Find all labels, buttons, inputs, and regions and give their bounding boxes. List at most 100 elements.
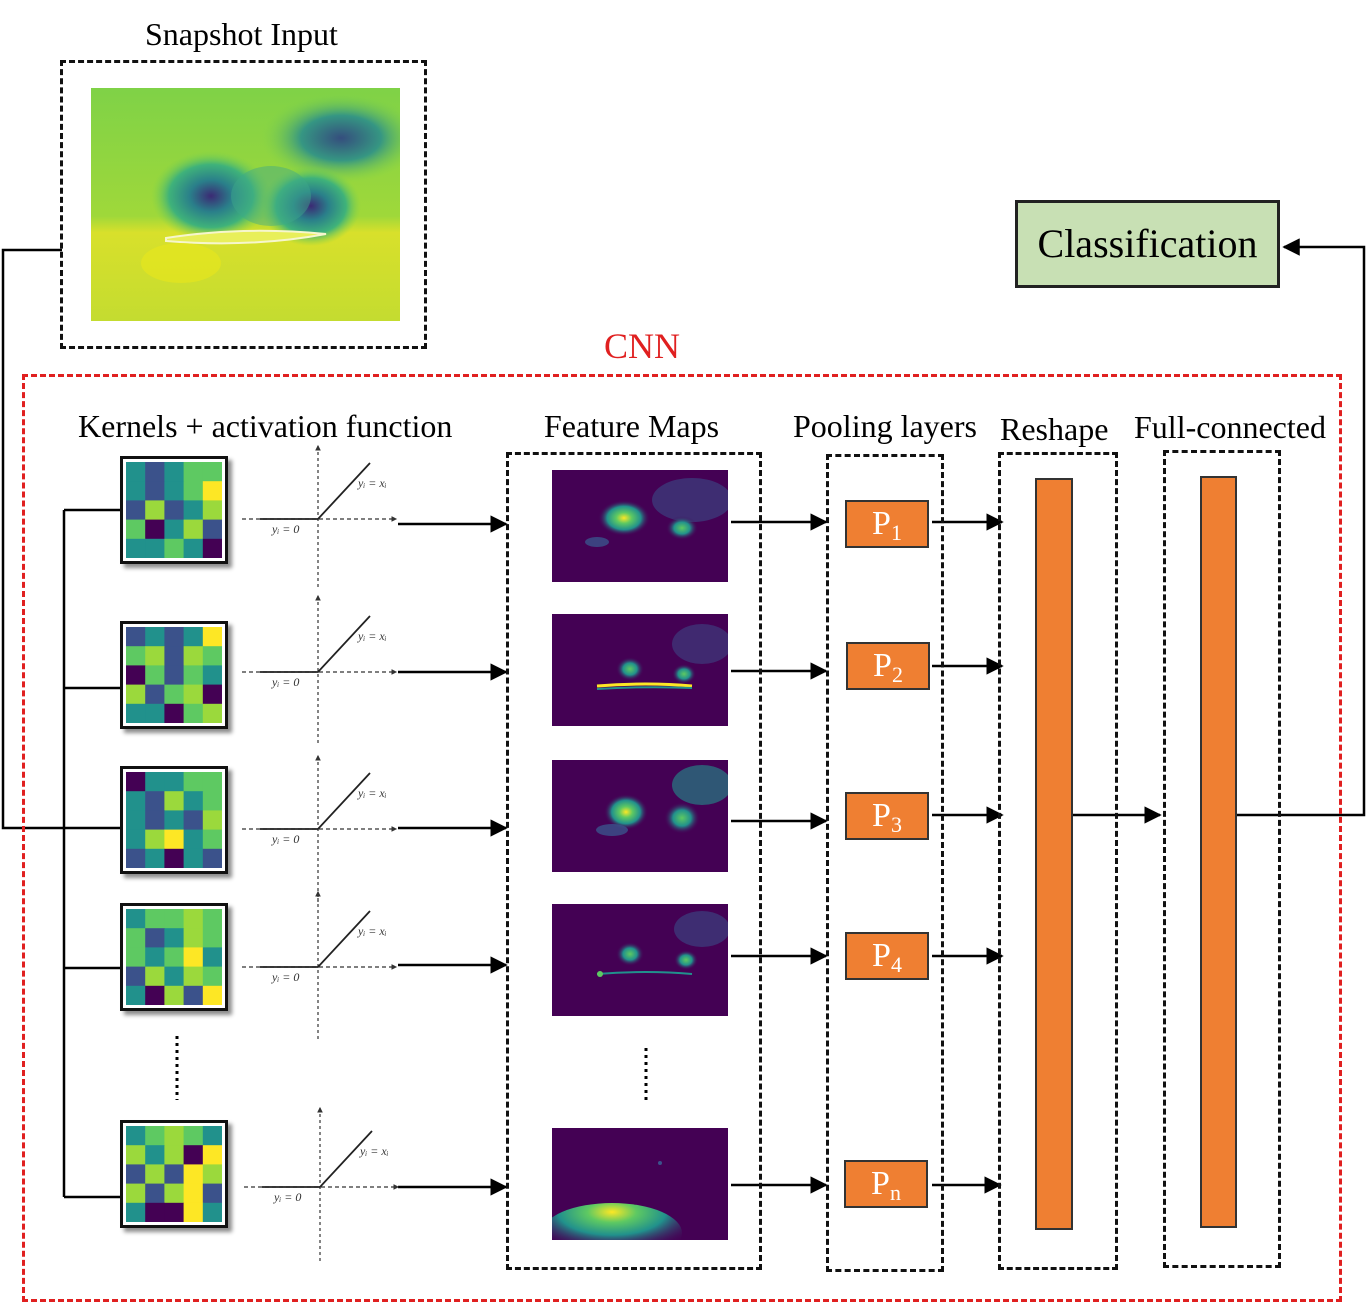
kernel-cell — [202, 909, 222, 929]
kernel-cell — [164, 1145, 185, 1165]
pool-unit-1: P1 — [845, 500, 929, 548]
kernel-cell — [202, 481, 222, 501]
activation-y-axis-tip — [315, 890, 321, 897]
kernel-cell — [183, 1164, 204, 1185]
kernel-cell — [183, 985, 204, 1005]
kernel-cell — [183, 829, 204, 850]
activation-x-axis-tip — [391, 964, 398, 970]
cnn-frame — [22, 374, 1342, 1302]
kernel-cell — [145, 966, 165, 987]
kernel-cell — [164, 538, 185, 558]
kernel-cell — [183, 966, 204, 987]
full-connected-frame — [1163, 450, 1281, 1268]
kernel-cell — [183, 703, 204, 723]
relu-label-identity: yᵢ = xᵢ — [358, 924, 387, 938]
kernel-cell — [183, 462, 204, 482]
feature-map-3 — [552, 760, 728, 872]
kernel-cell — [202, 1183, 222, 1204]
kernel-cell — [164, 684, 185, 705]
relu-label-identity: yᵢ = xᵢ — [358, 629, 387, 643]
kernel-cell — [145, 1183, 165, 1204]
kernel-cell — [164, 646, 185, 666]
kernel-4 — [120, 903, 228, 1011]
kernel-3 — [120, 766, 228, 874]
kernel-cell — [164, 627, 185, 647]
kernel-cell — [145, 462, 165, 482]
kernel-cell — [126, 1164, 146, 1185]
feature-map-n — [552, 1128, 728, 1240]
kernel-cell — [183, 1145, 204, 1165]
kernel-cell — [183, 928, 204, 948]
kernel-cell — [145, 1126, 165, 1146]
kernel-cell — [145, 791, 165, 811]
kernel-cell — [145, 627, 165, 647]
kernel-cell — [126, 1183, 146, 1204]
pool-unit-4: P4 — [845, 932, 929, 980]
feature-map-1 — [552, 470, 728, 582]
kernel-cell — [145, 1202, 165, 1222]
reshape-title: Reshape — [1000, 411, 1109, 447]
kernel-cell — [126, 684, 146, 705]
cnn-title: CNN — [604, 326, 681, 366]
kernel-cell — [126, 909, 146, 929]
relu-curve — [260, 462, 371, 520]
kernel-cell — [164, 665, 185, 686]
kernel-cell — [145, 947, 165, 968]
kernel-cell — [164, 1183, 185, 1204]
activation-y-axis-tip — [315, 444, 321, 451]
kernel-cell — [202, 1164, 222, 1185]
kernel-cell — [145, 829, 165, 850]
kernel-cell — [126, 627, 146, 647]
feature-maps-frame — [506, 452, 762, 1270]
kernel-cell — [183, 1126, 204, 1146]
kernel-cell — [145, 703, 165, 723]
kernel-cell — [145, 500, 165, 521]
kernel-cell — [164, 772, 185, 792]
kernel-cell — [126, 481, 146, 501]
kernel-cell — [145, 810, 165, 831]
activation-y-axis-tip — [315, 594, 321, 601]
kernel-cell — [126, 810, 146, 831]
kernel-cell — [164, 909, 185, 929]
kernel-cell — [164, 519, 185, 540]
relu-curve — [260, 910, 371, 968]
kernel-cell — [126, 646, 146, 666]
kernel-cell — [202, 646, 222, 666]
feature-maps-title: Feature Maps — [544, 408, 720, 444]
kernel-cell — [183, 684, 204, 705]
kernel-cell — [202, 985, 222, 1005]
kernel-cell — [126, 848, 146, 868]
kernel-cell — [202, 947, 222, 968]
kernel-1 — [120, 456, 228, 564]
reshape-vector — [1035, 478, 1073, 1230]
feature-map-2 — [552, 614, 728, 726]
kernel-cell — [164, 500, 185, 521]
relu-label-identity: yᵢ = xᵢ — [360, 1144, 389, 1158]
kernel-cell — [126, 519, 146, 540]
activation-y-axis-tip — [317, 1106, 323, 1113]
kernel-cell — [202, 665, 222, 686]
kernel-cell — [164, 848, 185, 868]
relu-curve — [262, 1130, 373, 1188]
kernel-cell — [183, 791, 204, 811]
kernel-cell — [183, 538, 204, 558]
kernel-cell — [126, 772, 146, 792]
snapshot-input-title: Snapshot Input — [145, 16, 338, 52]
kernel-cell — [145, 538, 165, 558]
kernel-n — [120, 1120, 228, 1228]
activation-x-axis-tip — [391, 516, 398, 522]
relu-curve — [260, 615, 371, 673]
kernel-cell — [183, 481, 204, 501]
kernel-cell — [164, 703, 185, 723]
kernel-cell — [164, 462, 185, 482]
kernel-cell — [145, 519, 165, 540]
kernel-cell — [145, 1145, 165, 1165]
kernel-cell — [145, 772, 165, 792]
relu-label-zero: yᵢ = 0 — [272, 832, 300, 846]
kernel-cell — [145, 1164, 165, 1185]
relu-label-zero: yᵢ = 0 — [274, 1190, 302, 1204]
kernel-cell — [202, 772, 222, 792]
input-wire — [1, 248, 120, 830]
kernel-cell — [164, 947, 185, 968]
